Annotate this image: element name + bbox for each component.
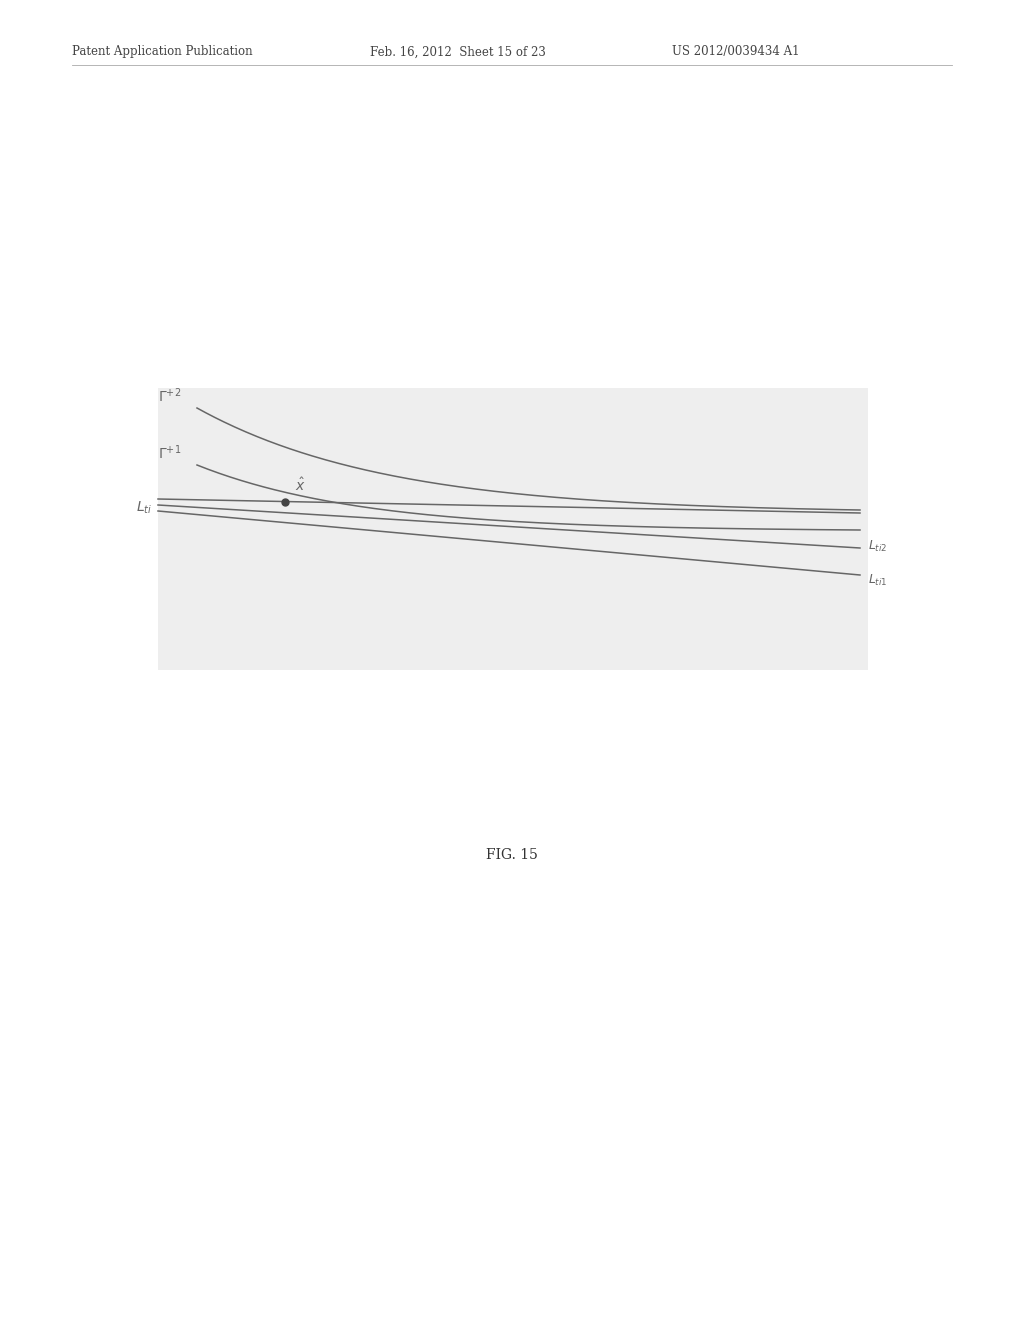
Text: $L_{ti}$: $L_{ti}$ bbox=[136, 500, 152, 516]
Text: $\Gamma^{+2}$: $\Gamma^{+2}$ bbox=[158, 387, 181, 405]
Text: $L_{ti1}$: $L_{ti1}$ bbox=[868, 573, 888, 587]
Text: FIG. 15: FIG. 15 bbox=[486, 847, 538, 862]
Text: $\Gamma^{+1}$: $\Gamma^{+1}$ bbox=[158, 444, 181, 462]
Text: $\hat{x}$: $\hat{x}$ bbox=[295, 477, 306, 494]
Text: $L_{ti2}$: $L_{ti2}$ bbox=[868, 539, 888, 553]
Text: Feb. 16, 2012  Sheet 15 of 23: Feb. 16, 2012 Sheet 15 of 23 bbox=[370, 45, 546, 58]
Bar bbox=[158, 388, 868, 671]
Text: US 2012/0039434 A1: US 2012/0039434 A1 bbox=[672, 45, 800, 58]
Text: Patent Application Publication: Patent Application Publication bbox=[72, 45, 253, 58]
